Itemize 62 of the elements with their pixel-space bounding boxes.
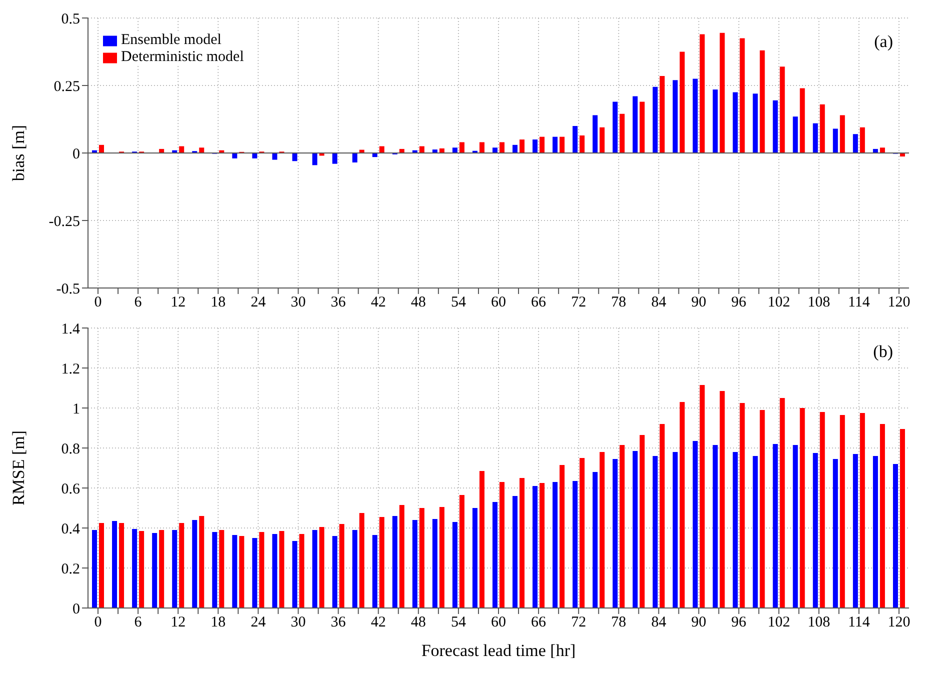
x-tick-label: 60 <box>491 614 506 631</box>
x-tick-label: 12 <box>170 294 186 311</box>
y-tick-label: 0 <box>72 601 80 618</box>
y-tick-label: 1 <box>72 401 80 418</box>
x-tick-label: 30 <box>290 614 306 631</box>
legend-label: Ensemble model <box>121 32 222 48</box>
x-tick-label: 84 <box>651 614 667 631</box>
x-tick-label: 78 <box>611 294 626 311</box>
x-tick-label: 90 <box>691 614 706 631</box>
y-axis-title: RMSE [m] <box>9 430 28 506</box>
y-tick-label: 0.25 <box>54 78 80 95</box>
x-tick-label: 102 <box>768 294 790 311</box>
x-tick-label: 48 <box>410 294 426 311</box>
x-tick-label: 108 <box>808 614 830 631</box>
x-tick-label: 12 <box>170 614 186 631</box>
x-tick-label: 6 <box>134 614 142 631</box>
y-axis-title: bias [m] <box>9 124 28 182</box>
y-tick-label: -0.25 <box>48 214 80 230</box>
y-tick-label: 0.6 <box>61 481 80 498</box>
x-tick-label: 36 <box>330 294 346 311</box>
y-tick-label: 0.4 <box>61 521 80 538</box>
x-tick-label: 96 <box>731 294 747 311</box>
x-tick-label: 0 <box>94 294 102 311</box>
x-tick-label: 42 <box>370 614 386 631</box>
x-tick-label: 66 <box>531 294 547 311</box>
x-axis-title: Forecast lead time [hr] <box>421 641 576 660</box>
x-tick-label: 72 <box>571 294 586 311</box>
x-tick-label: 90 <box>691 294 706 311</box>
x-tick-label: 84 <box>651 294 667 311</box>
x-tick-label: 120 <box>888 614 910 631</box>
x-tick-label: 6 <box>134 294 142 311</box>
x-tick-label: 78 <box>611 614 626 631</box>
x-tick-label: 54 <box>450 614 466 631</box>
x-tick-label: 36 <box>330 614 346 631</box>
legend-label: Deterministic model <box>121 49 244 65</box>
x-tick-label: 0 <box>94 614 102 631</box>
y-tick-label: 1.4 <box>61 321 80 338</box>
x-tick-label: 54 <box>450 294 466 311</box>
x-tick-label: 72 <box>571 614 586 631</box>
x-tick-label: 42 <box>370 294 386 311</box>
y-tick-label: 0 <box>72 146 80 162</box>
x-tick-label: 102 <box>768 614 790 631</box>
y-tick-label: -0.5 <box>56 281 80 298</box>
annotation: (b) <box>873 342 893 362</box>
x-tick-label: 114 <box>848 294 870 311</box>
y-tick-label: 0.8 <box>61 441 80 458</box>
y-tick-label: 1.2 <box>61 361 80 378</box>
x-tick-label: 114 <box>848 614 870 631</box>
x-tick-label: 30 <box>290 294 306 311</box>
x-tick-label: 60 <box>491 294 506 311</box>
x-tick-label: 24 <box>250 294 266 311</box>
x-tick-label: 120 <box>888 294 910 311</box>
x-tick-label: 18 <box>210 614 226 631</box>
x-tick-label: 24 <box>250 614 266 631</box>
x-tick-label: 96 <box>731 614 747 631</box>
x-tick-label: 48 <box>410 614 426 631</box>
y-tick-label: 0.5 <box>61 11 80 28</box>
x-tick-label: 66 <box>531 614 547 631</box>
y-tick-label: 0.2 <box>61 561 80 578</box>
annotation: (a) <box>874 32 893 52</box>
x-tick-label: 108 <box>808 294 830 311</box>
x-tick-label: 18 <box>210 294 226 311</box>
